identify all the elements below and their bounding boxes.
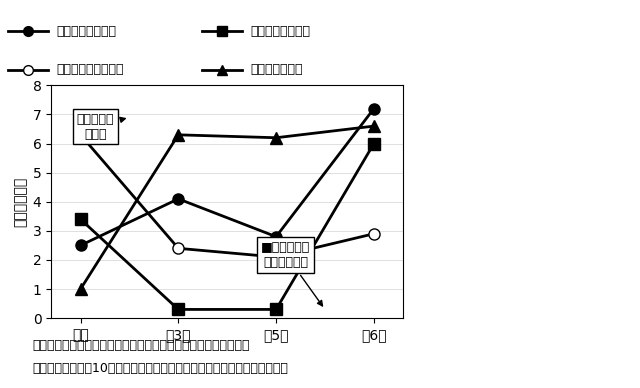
Y-axis label: 根こぶ被害度: 根こぶ被害度 [13, 177, 27, 227]
Text: 図１．微生物処理による根こぶ被害度（線虫の被害）の軽減効果: 図１．微生物処理による根こぶ被害度（線虫の被害）の軽減効果 [32, 339, 250, 352]
Text: 微生物・植穴くん蒸: 微生物・植穴くん蒸 [56, 63, 124, 76]
Text: 熱水・植穴くん蒸: 熱水・植穴くん蒸 [56, 24, 116, 38]
Text: 全面くん蒸中止: 全面くん蒸中止 [250, 63, 303, 76]
Text: 写真（右）は０～10段階根こぶ被害度（１～４段階は軽微な被害である）: 写真（右）は０～10段階根こぶ被害度（１～４段階は軽微な被害である） [32, 362, 288, 376]
Text: 熱水・全面くん蒸: 熱水・全面くん蒸 [250, 24, 310, 38]
Text: 全面くん蒸
を中止: 全面くん蒸 を中止 [76, 113, 125, 141]
Text: ■以外はくん
蒸処理を中止: ■以外はくん 蒸処理を中止 [261, 241, 323, 306]
